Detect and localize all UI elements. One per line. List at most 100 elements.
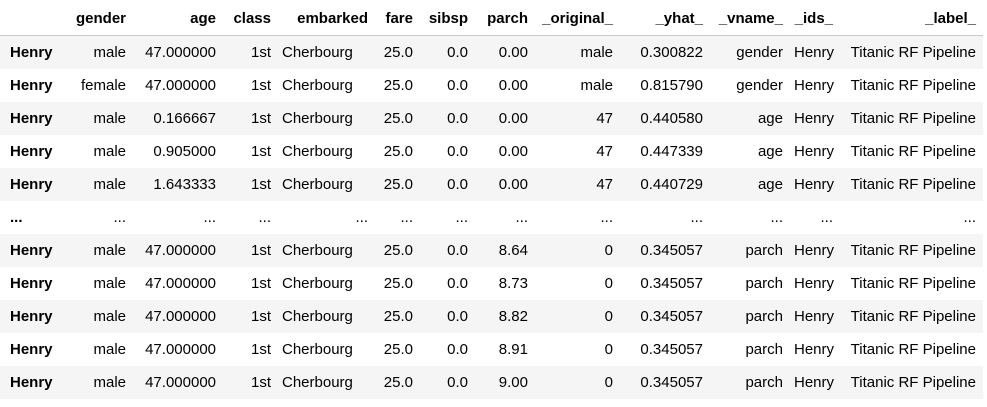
- table-cell: male: [93, 43, 126, 61]
- table-cell: 0.345057: [640, 274, 703, 292]
- table-cell: 1st: [250, 142, 271, 160]
- table-cell: Titanic RF Pipeline: [850, 76, 976, 94]
- row-index: Henry: [10, 241, 53, 259]
- table-cell: male: [580, 76, 613, 94]
- table-cell: 0.345057: [640, 307, 703, 325]
- table-cell: Titanic RF Pipeline: [850, 373, 976, 391]
- table-cell: 1st: [250, 307, 271, 325]
- table-cell: 25.0: [383, 109, 413, 127]
- table-cell: 1st: [250, 373, 271, 391]
- table-row: Henry male 47.000000 1st Cherbourg 25.0 0.0 8.6…: [0, 233, 983, 267]
- table-cell: 25.0: [383, 175, 413, 193]
- column-header: embarked: [278, 2, 375, 36]
- table-cell: 47.000000: [145, 340, 216, 358]
- table-cell: ...: [455, 208, 468, 226]
- row-index: Henry: [10, 109, 53, 127]
- table-cell: male: [93, 109, 126, 127]
- dataframe-table: gender age class embarked fare sibsp parch _ori…: [0, 2, 983, 399]
- table-cell: Cherbourg: [282, 241, 353, 259]
- table-row: Henry male 47.000000 1st Cherbourg 25.0 0.0 9.0…: [0, 365, 983, 399]
- table-cell: Cherbourg: [282, 274, 353, 292]
- table-cell: male: [93, 340, 126, 358]
- table-cell: 0.0: [447, 274, 468, 292]
- table-cell: 0.815790: [640, 76, 703, 94]
- table-cell: 0.905000: [153, 142, 216, 160]
- table-cell: Henry: [794, 175, 835, 193]
- column-header: gender: [63, 2, 133, 36]
- table-cell: 25.0: [383, 340, 413, 358]
- table-cell: Henry: [794, 109, 835, 127]
- table-cell: 0.345057: [640, 241, 703, 259]
- table-cell: Titanic RF Pipeline: [850, 274, 976, 292]
- table-cell: male: [93, 307, 126, 325]
- table-cell: 47: [596, 142, 613, 160]
- table-cell: Cherbourg: [282, 340, 353, 358]
- table-cell: parch: [745, 340, 783, 358]
- table-cell: 1st: [250, 43, 271, 61]
- table-cell: age: [757, 109, 783, 127]
- table-cell: 47.000000: [145, 43, 216, 61]
- row-index: ...: [10, 208, 23, 226]
- table-row: Henry male 0.166667 1st Cherbourg 25.0 0.0 0.00…: [0, 101, 983, 135]
- table-cell: 47.000000: [145, 241, 216, 259]
- table-cell: 0.345057: [640, 340, 703, 358]
- column-header: _ids_: [790, 2, 840, 36]
- table-cell: ...: [515, 208, 528, 226]
- table-cell: Titanic RF Pipeline: [850, 241, 976, 259]
- table-cell: male: [93, 175, 126, 193]
- table-cell: Henry: [794, 241, 835, 259]
- row-index: Henry: [10, 142, 53, 160]
- row-index: Henry: [10, 340, 53, 358]
- table-cell: age: [757, 175, 783, 193]
- table-cell: Cherbourg: [282, 373, 353, 391]
- table-cell: 1.643333: [153, 175, 216, 193]
- table-cell: ...: [258, 208, 271, 226]
- table-cell: Cherbourg: [282, 307, 353, 325]
- table-cell: 0: [604, 340, 613, 358]
- table-cell: 1st: [250, 241, 271, 259]
- table-row: Henry male 1.643333 1st Cherbourg 25.0 0.0 0.00…: [0, 167, 983, 201]
- table-cell: 0.00: [498, 142, 528, 160]
- table-cell: 47.000000: [145, 76, 216, 94]
- column-header: fare: [375, 2, 420, 36]
- table-cell: Titanic RF Pipeline: [850, 307, 976, 325]
- table-cell: 8.82: [498, 307, 528, 325]
- table-body: Henry male 47.000000 1st Cherbourg 25.0 0.0 0.0…: [0, 35, 983, 399]
- row-index: Henry: [10, 76, 53, 94]
- table-cell: Cherbourg: [282, 43, 353, 61]
- table-cell: 1st: [250, 340, 271, 358]
- table-cell: Titanic RF Pipeline: [850, 109, 976, 127]
- table-cell: Cherbourg: [282, 142, 353, 160]
- table-cell: Titanic RF Pipeline: [850, 142, 976, 160]
- table-cell: 0: [604, 274, 613, 292]
- table-cell: 0.00: [498, 109, 528, 127]
- column-header: class: [223, 2, 278, 36]
- table-cell: 0.0: [447, 373, 468, 391]
- table-cell: ...: [355, 208, 368, 226]
- table-cell: Titanic RF Pipeline: [850, 175, 976, 193]
- table-cell: 0.0: [447, 340, 468, 358]
- table-cell: 0.300822: [640, 43, 703, 61]
- table-cell: 8.64: [498, 241, 528, 259]
- table-cell: 1st: [250, 76, 271, 94]
- table-cell: ...: [770, 208, 783, 226]
- table-cell: male: [93, 142, 126, 160]
- table-cell: Henry: [794, 373, 835, 391]
- table-cell: 0.0: [447, 109, 468, 127]
- table-cell: ...: [113, 208, 126, 226]
- table-cell: 47.000000: [145, 373, 216, 391]
- table-cell: 0.440580: [640, 109, 703, 127]
- table-row: Henry female 47.000000 1st Cherbourg 25.0 0.0 0…: [0, 69, 983, 102]
- table-cell: Titanic RF Pipeline: [850, 340, 976, 358]
- table-cell: male: [580, 43, 613, 61]
- table-cell: 25.0: [383, 76, 413, 94]
- table-row: Henry male 47.000000 1st Cherbourg 25.0 0.0 8.7…: [0, 267, 983, 300]
- table-cell: Henry: [794, 142, 835, 160]
- table-cell: 47: [596, 175, 613, 193]
- table-cell: parch: [745, 307, 783, 325]
- table-cell: Cherbourg: [282, 76, 353, 94]
- table-cell: Cherbourg: [282, 109, 353, 127]
- table-cell: 25.0: [383, 43, 413, 61]
- table-cell: 1st: [250, 109, 271, 127]
- table-cell: ...: [963, 208, 976, 226]
